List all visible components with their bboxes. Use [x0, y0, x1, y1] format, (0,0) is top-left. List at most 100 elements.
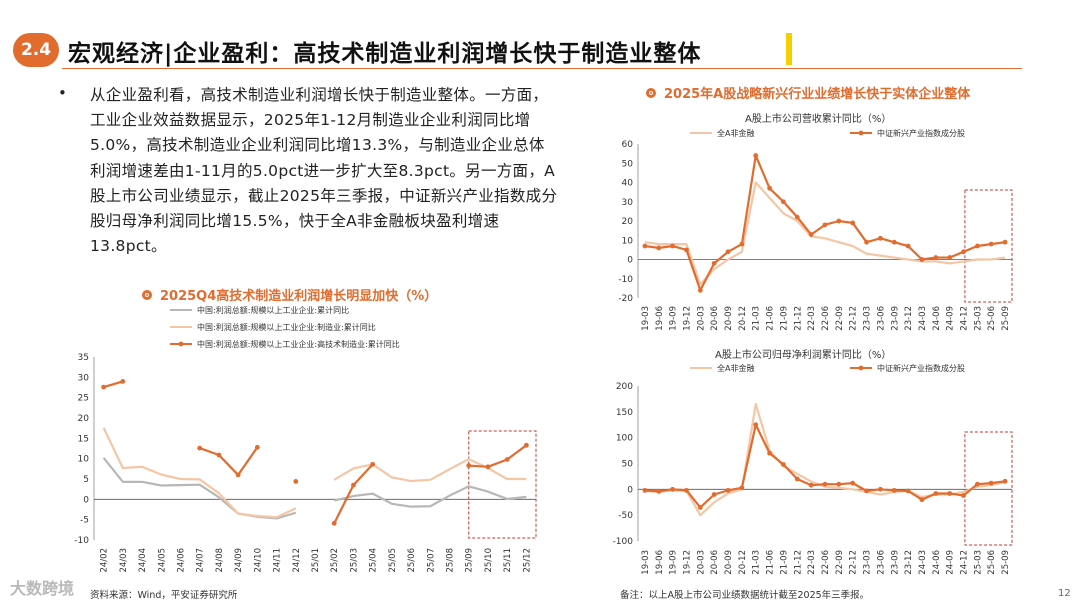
x-tick-label: 24/06 [176, 548, 186, 573]
chart1-title-text: 2025Q4高技术制造业利润增长明显加快（%） [160, 289, 438, 304]
legend-marker [858, 130, 864, 136]
y-tick-label: 100 [616, 434, 633, 444]
y-tick-label: -5 [80, 516, 89, 526]
x-tick-label: 23-12 [904, 550, 914, 575]
x-tick-label: 25/03 [349, 548, 359, 573]
x-tick-label: 22-06 [821, 306, 831, 331]
series-point-2 [864, 239, 869, 245]
x-tick-label: 24/04 [138, 548, 148, 573]
series-point-2 [891, 239, 897, 245]
series-point-2 [850, 220, 856, 226]
source-note: 资料来源：Wind，平安证券研究所 [90, 590, 238, 601]
series-point-2 [919, 257, 925, 262]
x-tick-label: 25-03 [973, 550, 983, 575]
summary-paragraph: 从企业盈利看，高技术制造业利润增长快于制造业整体。一方面，工业企业效益数据显示，… [90, 86, 558, 256]
series-line-2 [102, 427, 297, 519]
series-point-2 [725, 487, 731, 493]
legend-label: 中证新兴产业指数成分股 [877, 128, 965, 138]
x-tick-label: 21-12 [793, 306, 803, 331]
x-tick-label: 23-12 [904, 306, 914, 331]
y-tick-label: -10 [74, 536, 89, 546]
y-tick-label: 40 [622, 179, 634, 189]
series-point-2 [822, 222, 828, 228]
x-tick-label: 25-06 [987, 306, 997, 331]
y-tick-label: 30 [622, 198, 634, 208]
chart3-subtitle: A股上市公司归母净利润累计同比（%） [715, 350, 892, 361]
y-tick-label: -10 [618, 275, 633, 285]
series-point-2 [905, 243, 911, 249]
x-tick-label: 19-03 [641, 550, 651, 575]
x-tick-label: 25/09 [465, 548, 475, 573]
y-tick-label: 150 [616, 408, 633, 418]
x-tick-label: 25/11 [503, 548, 513, 573]
x-tick-label: 20-03 [696, 306, 706, 331]
series-point-2 [794, 214, 800, 220]
legend-label: 中国:利润总额:规模以上工业企业:制造业:累计同比 [197, 322, 376, 332]
series-point-3 [120, 379, 126, 384]
y-tick-label: 0 [83, 495, 89, 505]
x-tick-label: 23-06 [876, 550, 886, 575]
x-tick-label: 21-09 [779, 550, 789, 575]
series-line-1 [333, 485, 527, 508]
y-tick-label: 50 [622, 460, 634, 470]
x-tick-label: 24/02 [100, 548, 110, 573]
x-tick-label: 24/10 [253, 548, 263, 573]
series-point-2 [988, 241, 994, 247]
legend-label: 全A非金融 [717, 128, 754, 138]
series-point-2 [642, 243, 648, 249]
data-note: 备注：以上A股上市公司业绩数据统计截至2025年三季报。 [620, 590, 870, 601]
series-point-2 [739, 485, 745, 491]
x-tick-label: 24/07 [196, 548, 206, 573]
series-point-2 [1002, 478, 1008, 484]
legend-label: 中国:利润总额:规模以上工业企业:累计同比 [197, 305, 349, 315]
series-point-2 [781, 199, 786, 205]
series-point-3 [197, 445, 203, 451]
series-point-2 [656, 245, 662, 251]
x-tick-label: 25/12 [522, 548, 532, 573]
series-point-2 [822, 481, 828, 487]
x-tick-label: 25-09 [1001, 306, 1011, 331]
x-tick-label: 23-03 [863, 550, 873, 575]
series-point-3 [485, 464, 491, 470]
x-tick-label: 25/10 [484, 548, 494, 573]
y-tick-label: 10 [78, 455, 90, 465]
x-tick-label: 23-06 [876, 306, 886, 331]
series-point-2 [961, 493, 966, 498]
x-tick-label: 22-12 [849, 306, 859, 331]
x-tick-label: 25/02 [330, 548, 340, 573]
legend-label: 中证新兴产业指数成分股 [877, 363, 965, 373]
chart2-subtitle: A股上市公司营收累计同比（%） [745, 114, 892, 125]
x-tick-label: 21-12 [793, 550, 803, 575]
x-tick-label: 25/04 [369, 548, 379, 573]
legend-marker [858, 365, 864, 371]
highlight-box [468, 430, 537, 539]
header-divider [62, 68, 1022, 69]
series-point-2 [933, 255, 939, 260]
series-point-3 [523, 442, 529, 448]
x-tick-label: 20-06 [710, 306, 720, 331]
x-tick-label: 21-06 [766, 550, 776, 575]
series-point-2 [961, 249, 966, 255]
x-tick-label: 19-06 [655, 550, 665, 575]
watermark-logo: 大数跨境 [10, 579, 75, 598]
y-tick-label: 20 [622, 217, 634, 227]
series-point-2 [974, 481, 980, 487]
x-tick-label: 24-06 [932, 550, 942, 575]
bullet-ring-icon [646, 87, 656, 98]
x-tick-label: 21-03 [752, 550, 762, 575]
x-tick-label: 21-09 [779, 306, 789, 331]
series-point-2 [767, 185, 772, 191]
x-tick-label: 22-09 [835, 550, 845, 575]
series-point-2 [725, 249, 731, 255]
x-tick-label: 24-09 [946, 550, 956, 575]
x-tick-label: 23-09 [890, 550, 900, 575]
x-tick-label: 23-03 [863, 306, 873, 331]
series-point-2 [670, 486, 676, 492]
page-title: 宏观经济|企业盈利：高技术制造业利润增长快于制造业整体 [68, 41, 702, 67]
chart1-title: 2025Q4高技术制造业利润增长明显加快（%） [142, 285, 437, 304]
series-point-2 [1002, 239, 1008, 245]
title-accent-bar [786, 33, 792, 65]
series-point-3 [370, 461, 376, 467]
